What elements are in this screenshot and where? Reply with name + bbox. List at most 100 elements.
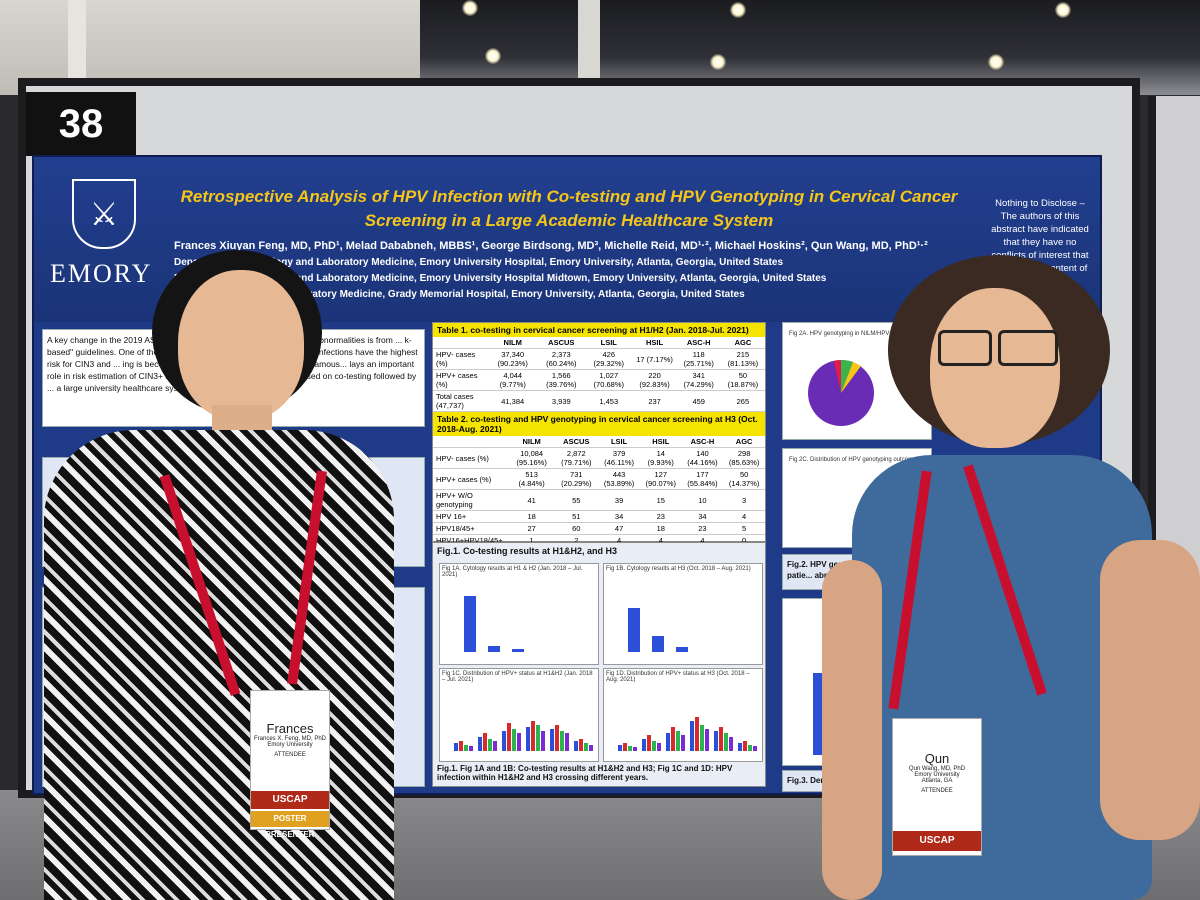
table-cell: 10 (681, 489, 724, 511)
chart-bar (579, 739, 583, 751)
chart-bar (512, 649, 524, 652)
institution-name: EMORY (50, 259, 153, 288)
badge-detail: Frances X. Feng, MD, PhD (253, 736, 327, 742)
badge-role: ATTENDEE (921, 788, 953, 794)
chart-bar (719, 727, 723, 751)
chart-bar (705, 729, 709, 751)
chart-bar (724, 733, 728, 751)
emory-shield-icon: ⚔ (72, 179, 136, 249)
chart-bar (628, 608, 640, 652)
chart-bar (454, 743, 458, 751)
table2-header-cell: ASCUS (554, 436, 599, 448)
chart-bar (623, 743, 627, 751)
fig1b-chart: Fig 1B. Cytology results at H3 (Oct. 201… (603, 563, 763, 665)
table2-title: Table 2. co-testing and HPV genotyping i… (433, 412, 765, 436)
fig1c-title: Fig 1C. Distribution of HPV+ status at H… (442, 671, 593, 683)
name-badge: Frances Frances X. Feng, MD, PhD Emory U… (250, 690, 330, 839)
badge-name: Frances (266, 721, 314, 736)
patterned-shirt (44, 430, 394, 900)
chart-bar (753, 746, 757, 751)
table-cell: 731 (20.29%) (554, 468, 599, 490)
table-cell: 18 (508, 510, 555, 523)
chart-bar (483, 733, 487, 751)
left-arm (822, 560, 882, 900)
face (930, 288, 1060, 448)
chart-bar (652, 741, 656, 751)
face (178, 270, 304, 420)
chart-bar (464, 596, 476, 652)
table1-title: Table 1. co-testing in cervical cancer s… (433, 323, 765, 337)
table-cell: HPV 16+ (433, 510, 509, 523)
table-row: HPV- cases (%) 37,340 (90.23%) 2,373 (60.2… (433, 348, 765, 370)
table-cell: 3 (723, 489, 765, 511)
glasses-icon (998, 330, 1058, 366)
figure1-title: Fig.1. Co-testing results at H1&H2, and … (437, 546, 618, 556)
table-cell: 5 (723, 522, 765, 535)
table1-header-cell: AGC (720, 337, 765, 349)
table-cell: 23 (681, 522, 724, 535)
table2-header-cell: AGC (723, 436, 765, 448)
table-cell: 426 (29.32%) (585, 348, 633, 370)
table-cell: 15 (639, 489, 682, 511)
fig1d-chart: Fig 1D. Distribution of HPV+ status at H… (603, 668, 763, 762)
table-row: HPV18/45+ 27 60 47 18 23 5 (433, 522, 765, 535)
chart-bar (459, 741, 463, 751)
chart-bar (647, 735, 651, 751)
table1-header-cell: NILM (487, 337, 538, 349)
affiliation-1: Department of Pathology and Laboratory M… (174, 257, 784, 268)
chart-bar (555, 725, 559, 751)
chart-bar (666, 733, 670, 751)
table-cell: 220 (92.83%) (632, 369, 677, 391)
chart-bar (628, 746, 632, 751)
table-cell: 140 (44.16%) (681, 447, 724, 469)
badge-role: ATTENDEE (274, 752, 306, 758)
table-row: HPV- cases (%) 10,084 (95.16%) 2,872 (79.7… (433, 447, 765, 469)
table-cell: 215 (81.13%) (720, 348, 765, 370)
chart-bar (695, 717, 699, 751)
table-cell: HPV+ cases (%) (433, 369, 488, 391)
chart-bar (738, 743, 742, 751)
table-cell: 18 (639, 522, 682, 535)
fig1c-chart: Fig 1C. Distribution of HPV+ status at H… (439, 668, 599, 762)
chart-bar (618, 745, 622, 751)
chart-bar (700, 725, 704, 751)
chart-bar (642, 739, 646, 751)
chart-bar (671, 727, 675, 751)
figure1: Fig.1. Co-testing results at H1&H2, and … (432, 542, 766, 787)
table-cell: 443 (53.89%) (598, 468, 640, 490)
table-cell: 1,027 (70.68%) (585, 369, 633, 391)
fig1a-title: Fig 1A. Cytology results at H1 & H2 (Jan… (442, 566, 583, 578)
table-cell: 17 (7.17%) (632, 348, 677, 370)
table-cell: 60 (554, 522, 599, 535)
table-cell: 3,939 (537, 390, 586, 412)
affiliation-2: Department of Pathology and Laboratory M… (174, 273, 827, 284)
chart-bar (526, 727, 530, 751)
chart-bar (589, 745, 593, 751)
table1-header-cell: HSIL (632, 337, 677, 349)
fig1b-title: Fig 1B. Cytology results at H3 (Oct. 201… (606, 566, 751, 572)
chart-bar (512, 729, 516, 751)
chart-bar (565, 733, 569, 751)
ceiling-light (730, 2, 746, 18)
table1-header-cell: ASC-H (676, 337, 721, 349)
pie-slice-minor (834, 360, 841, 393)
table-cell: 177 (55.84%) (681, 468, 724, 490)
badge-name: Qun (924, 751, 950, 766)
chart-bar (469, 746, 473, 751)
table2-header-cell: ASC-H (681, 436, 724, 448)
table-cell: 459 (676, 390, 721, 412)
table-cell: 41,384 (487, 390, 538, 412)
badge-org: Emory University (914, 772, 960, 778)
table-row: HPV+ cases (%) 513 (4.84%) 731 (20.29%) 443… (433, 468, 765, 490)
table-cell: 379 (46.11%) (598, 447, 640, 469)
table1-header-cell: LSIL (585, 337, 633, 349)
table-row: HPV+ W/O genotyping 41 55 39 15 10 3 (433, 489, 765, 511)
fig2a-title: Fig 2A. HPV genotyping in NILM/HPV+ pati… (789, 331, 916, 337)
chart-bar (488, 646, 500, 652)
ceiling-light (988, 54, 1004, 70)
chart-bar (714, 731, 718, 751)
table-cell: 34 (598, 510, 640, 523)
table-cell: 39 (598, 489, 640, 511)
glasses-icon (938, 330, 992, 366)
table-cell: 23 (639, 510, 682, 523)
